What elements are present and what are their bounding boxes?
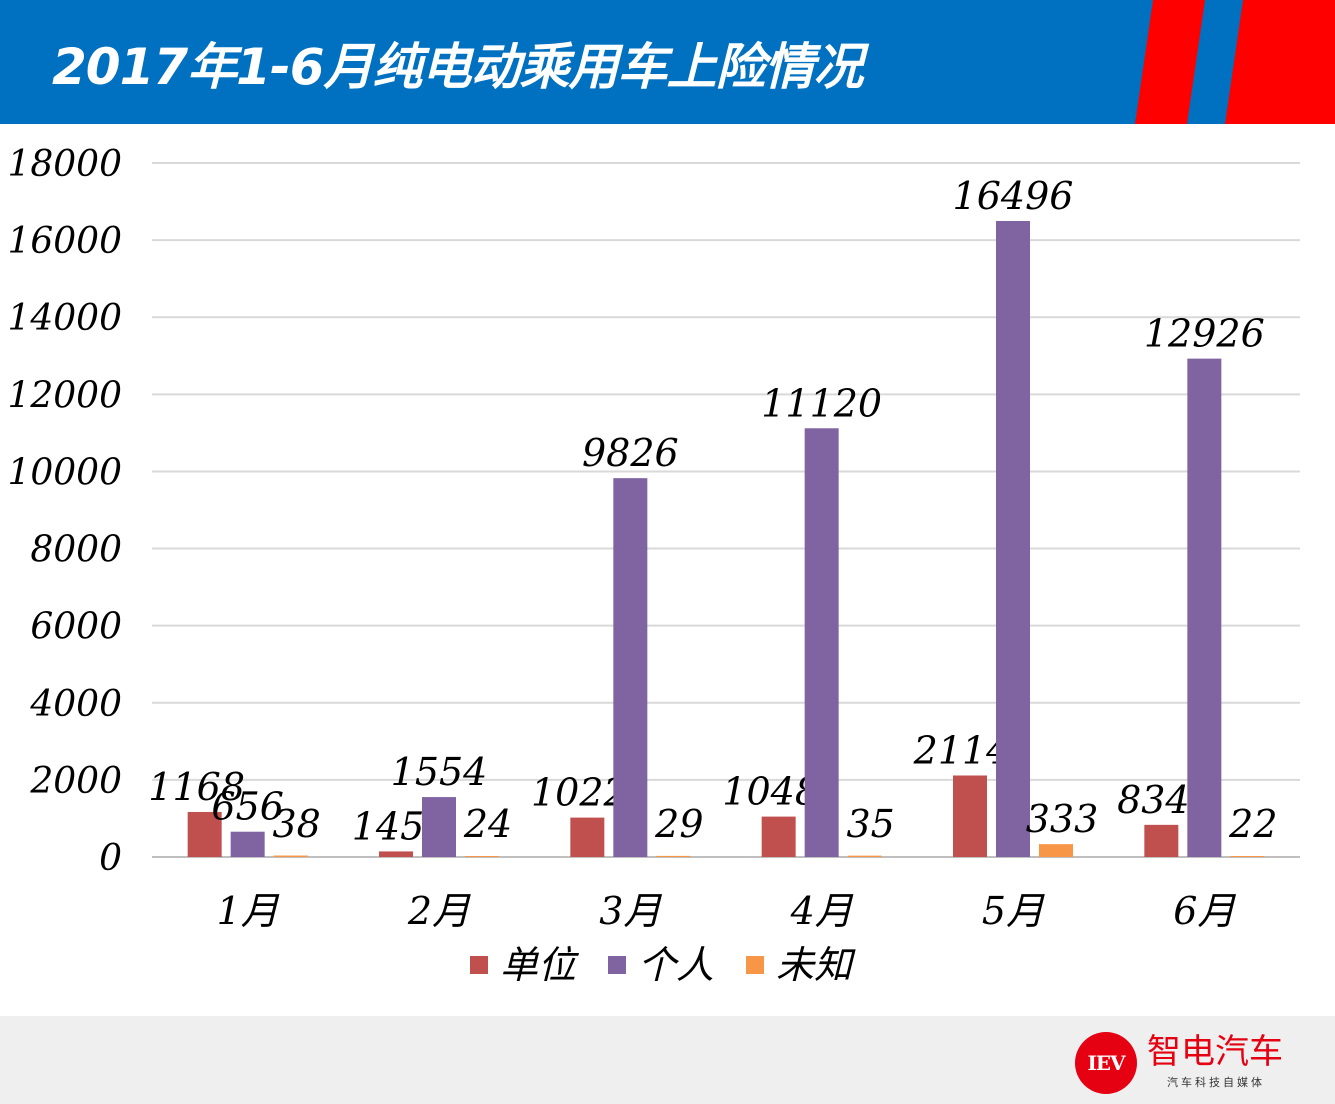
bar-未知-5月 [1039,844,1073,857]
data-label: 11120 [761,381,882,425]
y-tick-label: 4000 [29,684,122,725]
bar-单位-5月 [953,775,987,857]
bar-个人-6月 [1187,358,1222,857]
data-label: 834 [1117,778,1190,822]
bar-个人-5月 [996,220,1030,857]
data-label: 12926 [1144,312,1265,356]
x-tick-label: 1月 [217,889,280,933]
bar-未知-2月 [465,856,499,857]
data-label: 2114 [913,728,1011,772]
x-tick-label: 4月 [790,889,854,933]
y-tick-label: 12000 [7,375,122,416]
bar-未知-3月 [656,855,691,857]
x-tick-label: 6月 [1173,889,1236,933]
bar-单位-6月 [1144,824,1179,857]
data-label: 1168 [148,765,245,809]
data-label: 333 [1026,797,1099,841]
y-tick-label: 2000 [29,761,122,802]
legend-label: 单位 [500,943,579,987]
x-tick-label: 2月 [407,889,471,933]
y-tick-label: 16000 [7,221,122,262]
data-label: 9826 [582,431,679,475]
header-banner: 2017年1-6月纯电动乘用车上险情况 [0,0,1335,124]
data-label: 38 [272,802,320,846]
page-title: 2017年1-6月纯电动乘用车上险情况 [52,38,863,96]
y-tick-label: 10000 [7,452,122,493]
bar-单位-1月 [187,811,222,857]
footer: IEV 智电汽车 汽车科技自媒体 [0,1016,1335,1104]
data-label: 1048 [722,770,819,814]
brand-name: 智电汽车 [1147,1032,1283,1072]
bar-个人-3月 [613,478,648,857]
y-tick-label: 18000 [7,144,122,185]
data-label: 22 [1228,802,1277,846]
legend-swatch-个人 [608,956,626,974]
bar-单位-2月 [379,851,413,857]
brand-tagline: 汽车科技自媒体 [1167,1076,1265,1089]
legend-swatch-未知 [746,956,764,974]
legend-swatch-单位 [470,956,488,974]
data-label: 16496 [953,174,1074,218]
bar-未知-4月 [847,855,882,857]
data-label: 1022 [531,771,628,815]
bar-个人-2月 [422,797,456,857]
data-label: 1554 [391,750,488,794]
brand-logo: IEV 智电汽车 汽车科技自媒体 [1075,1028,1295,1094]
bar-个人-4月 [804,428,839,857]
bar-chart: 0 2000 4000 6000 8000 10000 12000 14000 16000 180… [7,144,1300,987]
bar-单位-3月 [570,817,605,857]
y-tick-label: 8000 [30,530,122,571]
decorative-stripes [1135,0,1335,124]
bar-单位-4月 [761,816,796,857]
data-label: 29 [654,802,703,846]
y-tick-label: 6000 [30,607,122,648]
x-tick-label: 5月 [982,889,1045,933]
y-tick-label: 14000 [7,298,122,339]
legend-label: 未知 [776,943,856,987]
bar-个人-1月 [230,831,265,857]
data-label: 656 [211,785,284,829]
legend-label: 个人 [638,943,714,987]
data-label: 35 [846,802,894,846]
data-label: 24 [463,802,512,846]
bar-未知-1月 [273,855,308,857]
y-tick-label: 0 [99,838,122,879]
iev-logo-icon: IEV [1075,1032,1137,1094]
data-label: 145 [352,804,425,848]
bar-未知-6月 [1230,856,1265,857]
x-tick-label: 3月 [599,889,662,933]
